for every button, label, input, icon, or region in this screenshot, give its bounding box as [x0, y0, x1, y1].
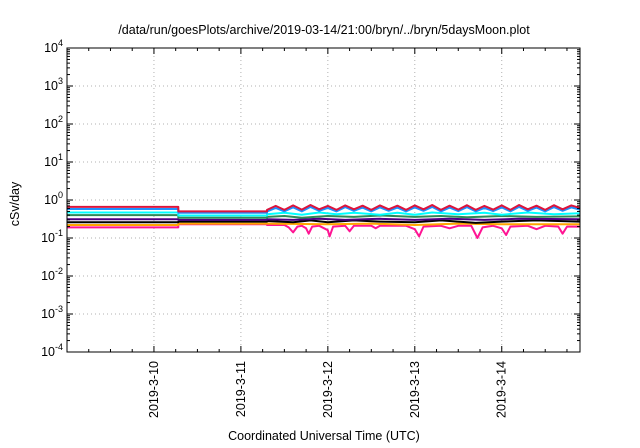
x-tick-label: 2019-3-10: [147, 361, 161, 418]
y-tick-base: 10: [44, 41, 58, 55]
y-tick-label: 10-4: [41, 342, 63, 359]
grid: [67, 48, 580, 352]
y-tick-exponent: 0: [58, 190, 63, 200]
y-tick-base: 10: [44, 155, 58, 169]
x-tick-labels: 2019-3-10 2019-3-11 2019-3-12 2019-3-13 2019…: [147, 361, 509, 418]
series-line-3: [67, 219, 581, 224]
x-axis-label: Coordinated Universal Time (UTC): [228, 429, 420, 443]
series-group: [67, 204, 581, 239]
y-tick-label: 10-2: [41, 266, 63, 283]
y-tick-base: 10: [44, 117, 58, 131]
y-tick-label: 100: [44, 190, 63, 207]
y-tick-exponent: -2: [55, 266, 63, 276]
series-line-7: [67, 205, 581, 214]
x-tick-label: 2019-3-13: [408, 361, 422, 418]
y-tick-label: 104: [44, 38, 63, 55]
y-tick-exponent: 3: [58, 76, 63, 86]
series-line-6: [67, 211, 581, 217]
y-tick-label: 10-1: [41, 228, 63, 245]
x-tick-label: 2019-3-12: [321, 361, 335, 418]
y-tick-base: 10: [44, 193, 58, 207]
y-tick-exponent: -4: [55, 342, 63, 352]
ticks: [67, 47, 580, 353]
series-line-4: [67, 217, 581, 221]
y-tick-base: 10: [41, 345, 55, 359]
y-tick-exponent: 1: [58, 152, 63, 162]
y-tick-base: 10: [41, 269, 55, 283]
y-tick-exponent: 4: [58, 38, 63, 48]
y-tick-label: 101: [44, 152, 63, 169]
chart-title: /data/run/goesPlots/archive/2019-03-14/2…: [118, 23, 530, 37]
y-tick-base: 10: [44, 79, 58, 93]
series-line-5: [67, 214, 581, 219]
y-axis-label: cSv/day: [8, 181, 22, 226]
y-tick-label: 10-3: [41, 304, 63, 321]
y-tick-exponent: 2: [58, 114, 63, 124]
x-tick-label: 2019-3-11: [234, 361, 248, 417]
x-tick-label: 2019-3-14: [495, 361, 509, 418]
series-line-8: [67, 204, 581, 213]
y-tick-base: 10: [41, 307, 55, 321]
y-tick-label: 103: [44, 76, 63, 93]
y-tick-exponent: -1: [55, 228, 63, 238]
y-tick-exponent: -3: [55, 304, 63, 314]
y-tick-label: 102: [44, 114, 63, 131]
y-tick-base: 10: [41, 231, 55, 245]
series-line-1: [67, 223, 580, 239]
series-line-2: [67, 222, 580, 226]
